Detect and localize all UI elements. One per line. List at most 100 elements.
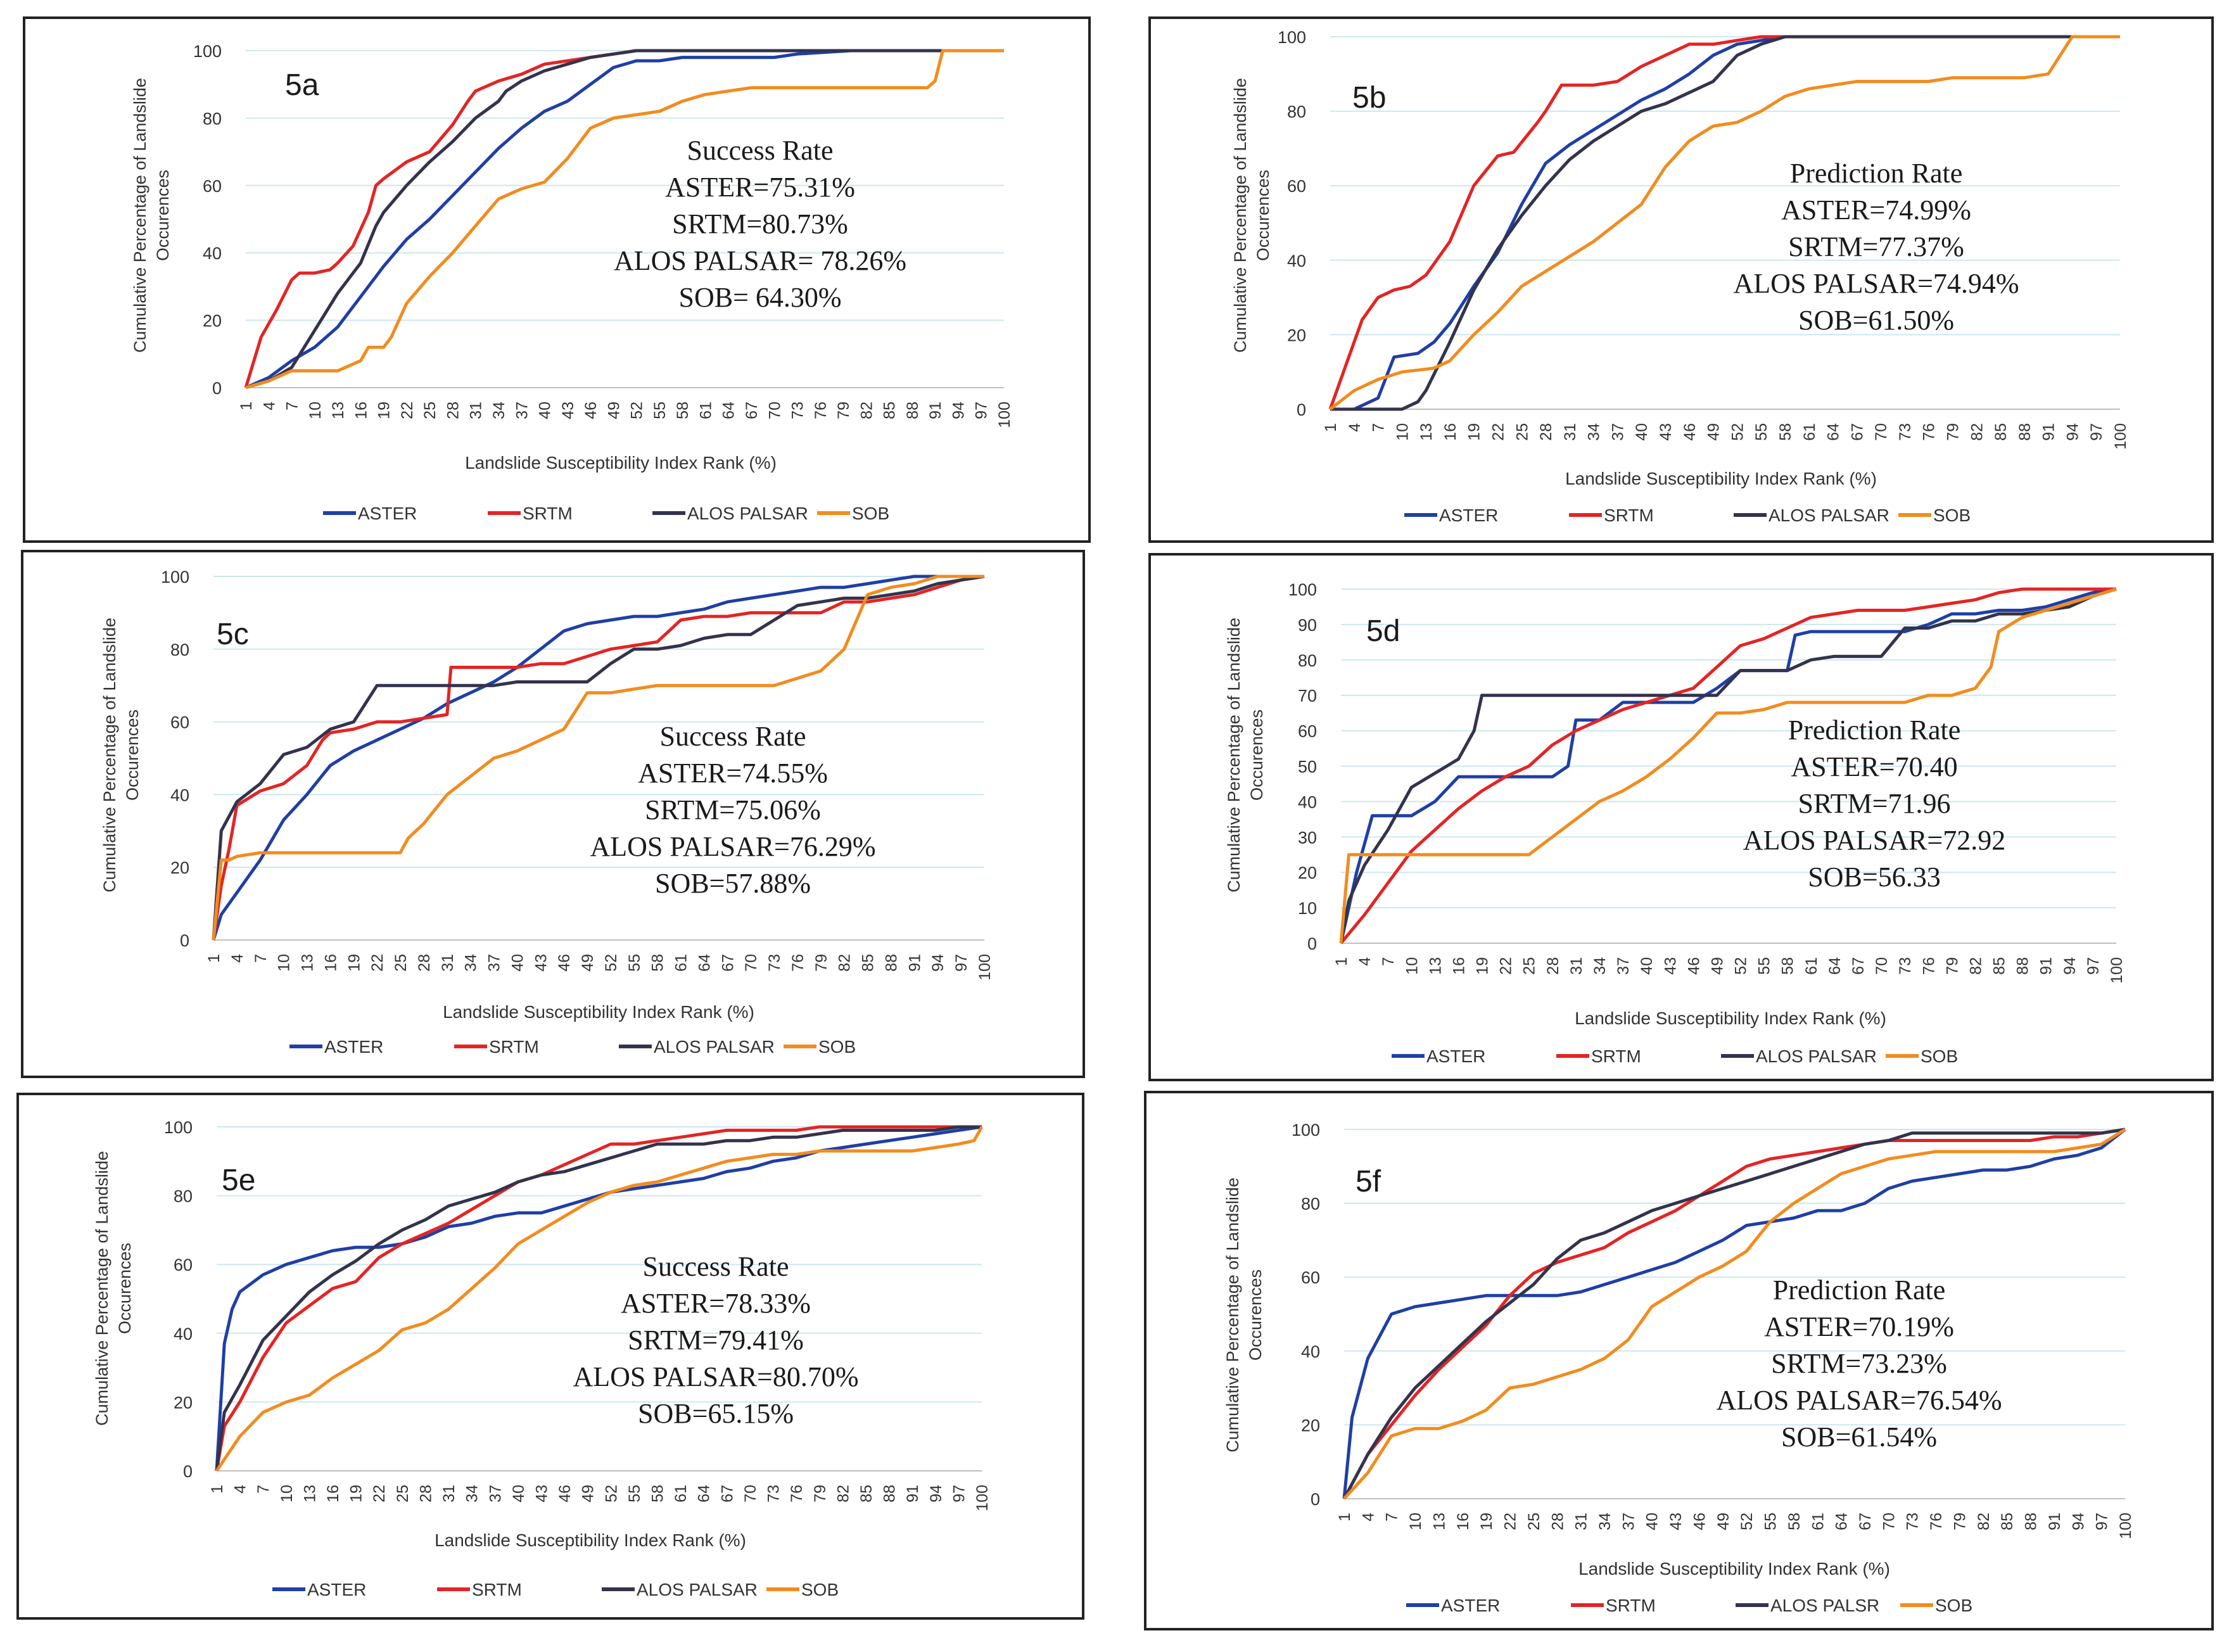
x-tick-label: 73	[1896, 957, 1914, 975]
x-tick-label: 40	[509, 954, 526, 972]
x-tick-label: 37	[1620, 1513, 1637, 1530]
x-tick-label: 10	[307, 402, 324, 419]
x-tick-label: 31	[439, 954, 457, 972]
x-tick-label: 7	[252, 954, 270, 963]
x-tick-label: 67	[743, 402, 761, 419]
x-tick-label: 34	[1585, 423, 1603, 441]
y-tick-label: 100	[161, 568, 189, 587]
x-tick-label: 16	[324, 1485, 342, 1503]
x-tick-label: 52	[1738, 1513, 1756, 1530]
x-axis-title: Landslide Susceptibility Index Rank (%)	[443, 1002, 754, 1022]
y-tick-label: 80	[1287, 103, 1306, 122]
rate-stat: SOB=57.88%	[655, 868, 811, 899]
rate-title: Prediction Rate	[1790, 158, 1963, 189]
series-line-alos-palsar	[215, 1125, 982, 1471]
legend-label: SRTM	[1604, 505, 1654, 525]
x-tick-label: 58	[1786, 1513, 1803, 1530]
rate-title: Prediction Rate	[1788, 715, 1961, 746]
x-tick-label: 76	[1920, 957, 1938, 975]
x-tick-label: 4	[1356, 957, 1374, 966]
y-tick-label: 50	[1298, 758, 1317, 777]
x-tick-label: 88	[881, 1485, 899, 1503]
x-tick-label: 52	[602, 1485, 620, 1503]
y-tick-label: 0	[180, 931, 189, 950]
x-tick-label: 85	[881, 402, 899, 419]
legend-label: SOB	[818, 1037, 856, 1057]
x-tick-label: 61	[1801, 423, 1819, 441]
rate-stat: SOB=65.15%	[638, 1398, 794, 1429]
chart-svg-5f: 0 20 40 60 80 100 1 4 7 10 13 16 19 22 25 28 31 34 37 40 43 4…	[1223, 1121, 2135, 1615]
legend-label: SOB	[1933, 505, 1971, 525]
x-tick-label: 25	[1525, 1513, 1543, 1530]
legend-label: SRTM	[472, 1580, 522, 1599]
x-tick-label: 55	[626, 954, 644, 972]
rate-stat: SRTM=75.06%	[645, 794, 821, 825]
y-tick-label: 40	[174, 1325, 193, 1344]
x-tick-label: 31	[1573, 1513, 1591, 1530]
legend-label: SRTM	[523, 504, 573, 523]
x-tick-label: 16	[322, 954, 340, 972]
x-tick-label: 16	[1454, 1513, 1472, 1530]
x-tick-label: 31	[440, 1485, 458, 1503]
panel-label: 5a	[285, 68, 319, 102]
y-tick-label: 0	[1311, 1490, 1320, 1509]
series-line-sob	[215, 1126, 984, 1472]
y-tick-label: 40	[1301, 1342, 1320, 1361]
y-tick-label: 0	[212, 379, 222, 398]
x-tick-label: 64	[695, 954, 713, 972]
series-line-aster	[1330, 35, 2120, 411]
x-tick-label: 64	[1833, 1513, 1851, 1530]
series-line-srtm	[1328, 35, 2120, 410]
x-tick-label: 10	[278, 1485, 296, 1503]
x-tick-label: 43	[1657, 423, 1675, 441]
legend-label: SRTM	[1606, 1596, 1656, 1615]
chart-panel-5a: 0 20 40 60 80 100 1 4 7 10 13 16 19 22 25 28 31 34 37 40 43 4…	[23, 16, 1091, 543]
x-tick-label: 91	[904, 1485, 922, 1503]
legend-label: SOB	[1921, 1046, 1958, 1066]
x-tick-label: 79	[813, 954, 830, 972]
x-tick-label: 73	[789, 402, 807, 419]
x-tick-label: 7	[255, 1485, 272, 1494]
y-tick-label: 20	[1298, 863, 1317, 882]
x-tick-label: 94	[2064, 423, 2081, 441]
x-tick-label: 94	[949, 402, 967, 419]
y-axis-title: Occurences	[1246, 1269, 1265, 1361]
x-tick-label: 55	[1753, 423, 1770, 441]
rate-stat: ASTER=74.99%	[1781, 194, 1971, 226]
x-tick-label: 28	[1537, 423, 1555, 441]
x-tick-label: 67	[1857, 1513, 1874, 1530]
x-tick-label: 34	[1596, 1513, 1614, 1530]
x-tick-label: 40	[1633, 423, 1651, 441]
series-line-aster	[212, 575, 984, 941]
x-tick-label: 52	[602, 954, 620, 972]
rate-stat: SRTM=73.23%	[1771, 1348, 1947, 1379]
x-axis-title: Landslide Susceptibility Index Rank (%)	[465, 453, 777, 473]
x-tick-label: 28	[1549, 1513, 1566, 1530]
x-tick-label: 46	[1681, 423, 1699, 441]
x-tick-label: 43	[1667, 1513, 1685, 1530]
series-line-sob	[1339, 587, 2117, 944]
x-tick-label: 67	[719, 954, 737, 972]
y-tick-label: 60	[1301, 1268, 1320, 1287]
legend-label: SOB	[1935, 1596, 1972, 1615]
x-tick-label: 82	[1967, 957, 1985, 975]
x-tick-label: 19	[1474, 957, 1492, 975]
x-axis-title: Landslide Susceptibility Index Rank (%)	[1575, 1008, 1886, 1028]
x-tick-label: 34	[464, 1485, 481, 1503]
y-axis-title: Cumulative Percentage of Landslide	[92, 1151, 111, 1426]
x-tick-label: 70	[1872, 423, 1890, 441]
y-tick-label: 60	[174, 1255, 193, 1274]
x-tick-label: 28	[1544, 957, 1562, 975]
chart-svg-5c: 0 20 40 60 80 100 1 4 7 10 13 16 19 22 25 28 31 34 37 40 43 4…	[100, 568, 994, 1057]
x-tick-label: 94	[929, 954, 947, 972]
x-tick-label: 37	[513, 402, 531, 419]
x-tick-label: 43	[532, 954, 550, 972]
y-tick-label: 100	[193, 42, 222, 61]
x-tick-label: 55	[1762, 1513, 1780, 1530]
panel-label: 5d	[1366, 614, 1400, 648]
x-tick-label: 58	[649, 1485, 667, 1503]
x-tick-label: 49	[1708, 957, 1726, 975]
x-tick-label: 94	[2069, 1513, 2087, 1530]
x-tick-label: 7	[1380, 957, 1397, 966]
x-tick-label: 88	[2016, 423, 2034, 441]
